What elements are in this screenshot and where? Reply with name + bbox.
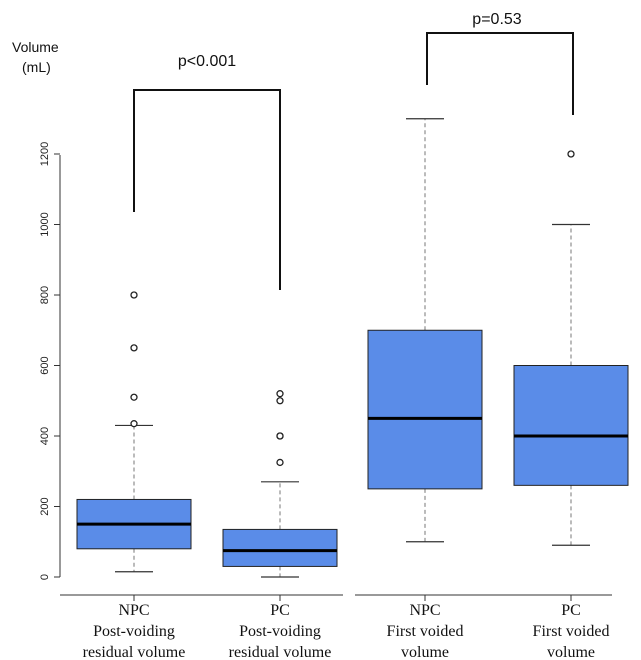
y-tick-label: 0 bbox=[39, 574, 51, 580]
category-3-line2: First voided bbox=[387, 623, 464, 640]
bracket-right bbox=[426, 32, 574, 115]
significance-brackets: p<0.001 p=0.53 bbox=[133, 11, 574, 290]
y-tick-label: 200 bbox=[39, 497, 51, 515]
y-axis-label-line2: (mL) bbox=[22, 59, 51, 75]
box-group-2 bbox=[222, 390, 338, 578]
category-labels: NPC Post-voiding residual volume PC Post… bbox=[83, 602, 610, 660]
category-3-line1: NPC bbox=[409, 602, 440, 619]
box-iqr bbox=[513, 365, 629, 486]
box-iqr bbox=[367, 329, 483, 490]
category-2-line1: PC bbox=[270, 602, 290, 619]
category-2-line2: Post-voiding bbox=[239, 623, 321, 640]
bracket-left bbox=[133, 89, 281, 290]
box-group-4 bbox=[513, 150, 629, 546]
outlier-point bbox=[130, 344, 138, 352]
outlier-point bbox=[276, 397, 284, 405]
outlier-point bbox=[276, 458, 284, 467]
y-tick-label: 1200 bbox=[39, 142, 51, 166]
outlier-point bbox=[130, 393, 138, 401]
outlier-point bbox=[276, 390, 284, 398]
y-tick-label: 600 bbox=[39, 356, 51, 374]
y-tick-label: 1000 bbox=[39, 212, 51, 236]
boxes bbox=[76, 118, 629, 578]
category-1-line3: residual volume bbox=[83, 644, 186, 660]
outlier-point bbox=[130, 291, 138, 299]
box-group-1 bbox=[76, 291, 192, 573]
category-2-line3: residual volume bbox=[229, 644, 332, 660]
outlier-point bbox=[567, 150, 575, 158]
category-4-line2: First voided bbox=[533, 623, 610, 640]
category-4-line3: volume bbox=[547, 644, 595, 660]
y-tick-label: 400 bbox=[39, 427, 51, 445]
x-axis-ticks bbox=[133, 595, 572, 601]
category-3-line3: volume bbox=[401, 644, 449, 660]
category-1-line1: NPC bbox=[118, 602, 149, 619]
box-group-3 bbox=[367, 118, 483, 543]
box-iqr bbox=[222, 528, 338, 567]
category-1-line2: Post-voiding bbox=[93, 623, 175, 640]
p-value-label-2: p=0.53 bbox=[472, 11, 521, 28]
outlier-point bbox=[276, 432, 284, 440]
y-axis-ticks: 0 200 400 600 800 1000 1200 bbox=[39, 142, 60, 580]
outlier-point bbox=[130, 420, 138, 428]
category-4-line1: PC bbox=[561, 602, 581, 619]
p-value-label-1: p<0.001 bbox=[178, 53, 236, 70]
y-axis-label-line1: Volume bbox=[12, 39, 59, 55]
y-tick-label: 800 bbox=[39, 286, 51, 304]
